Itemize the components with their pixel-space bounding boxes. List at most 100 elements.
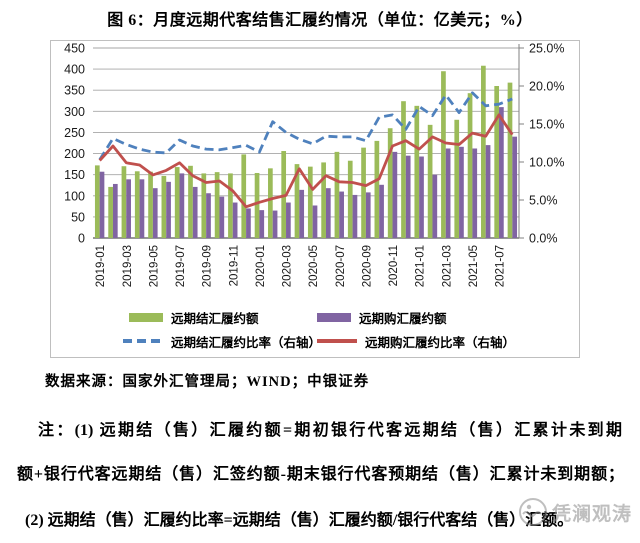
legend-row-lines: 远期结汇履约比率（右轴） 远期购汇履约比率（右轴） bbox=[51, 333, 579, 350]
settle-amount-bar bbox=[307, 166, 313, 238]
legend-item-purchase-amount: 远期购汇履约额 bbox=[317, 309, 447, 326]
legend-row-bars: 远期结汇履约额 远期购汇履约额 bbox=[51, 309, 579, 326]
x-axis-tick-label: 2020-07 bbox=[335, 245, 347, 287]
x-axis-tick-label: 2021-03 bbox=[441, 245, 453, 287]
settle-amount-bar bbox=[427, 124, 433, 238]
purchase-ratio-line bbox=[98, 113, 514, 209]
settle-ratio-dashed-line-swatch bbox=[123, 339, 163, 343]
purchase-amount-bar bbox=[99, 171, 105, 238]
combo-chart: 0 50 100 150 200 250 300 350 400 450 0.0% 5.0% 10.0%… bbox=[64, 42, 564, 288]
settle-amount-swatch bbox=[129, 312, 163, 322]
left-axis-tick-label: 200 bbox=[64, 147, 85, 161]
page-title: 图 6：月度远期代客结售汇履约情况（单位：亿美元；%） bbox=[107, 12, 533, 29]
right-axis-tick-label: 15.0% bbox=[529, 118, 564, 132]
x-axis-tick-label: 2020-03 bbox=[282, 245, 294, 287]
purchase-amount-bar bbox=[432, 174, 438, 238]
right-axis-tick-label: 20.0% bbox=[529, 80, 564, 94]
purchase-amount-bar bbox=[392, 151, 398, 238]
purchase-amount-bar bbox=[485, 145, 491, 238]
purchase-amount-bar bbox=[445, 148, 451, 238]
x-axis-tick-label: 2019-05 bbox=[148, 245, 160, 287]
purchase-amount-bar bbox=[179, 173, 185, 238]
legend-label: 远期购汇履约额 bbox=[359, 311, 447, 326]
left-axis-tick-label: 400 bbox=[64, 63, 85, 77]
right-axis-tick-label: 0.0% bbox=[529, 232, 558, 246]
purchase-amount-bar bbox=[166, 181, 171, 238]
purchase-amount-bar bbox=[139, 179, 145, 238]
purchase-amount-swatch bbox=[317, 312, 351, 322]
settle-amount-bar bbox=[387, 128, 393, 238]
settle-amount-bar bbox=[228, 173, 233, 238]
data-source-line: 数据来源：国家外汇管理局；WIND；中银证券 bbox=[45, 374, 370, 390]
left-axis-tick-label: 100 bbox=[64, 189, 85, 203]
legend-label: 远期结汇履约比率（右轴） bbox=[171, 335, 322, 350]
purchase-amount-bar bbox=[126, 179, 131, 238]
purchase-amount-bar bbox=[152, 188, 158, 238]
purchase-amount-bar bbox=[312, 205, 318, 238]
right-axis-tick-label: 5.0% bbox=[529, 194, 558, 208]
settle-amount-bar bbox=[174, 167, 180, 238]
settle-amount-bar bbox=[108, 186, 113, 238]
settle-amount-bar bbox=[241, 154, 247, 238]
settle-amount-bar bbox=[188, 165, 193, 238]
settle-amount-bar bbox=[361, 147, 366, 238]
purchase-amount-bar bbox=[339, 191, 344, 238]
settle-amount-bar bbox=[268, 168, 273, 238]
x-axis-tick-label: 2020-09 bbox=[361, 245, 373, 287]
settle-amount-bar bbox=[467, 93, 473, 238]
x-axis-tick-label: 2019-09 bbox=[202, 245, 214, 287]
chart-frame: 0 50 100 150 200 250 300 350 400 450 0.0% 5.0% 10.0%… bbox=[50, 40, 580, 358]
legend-label: 远期购汇履约比率（右轴） bbox=[365, 335, 516, 350]
purchase-amount-bar bbox=[246, 208, 251, 238]
legend-item-settle-ratio: 远期结汇履约比率（右轴） bbox=[123, 333, 322, 350]
note-line-2: 额+银行代客远期结（售）汇签约额-期末银行代客预期结（售）汇累计未到期额； bbox=[17, 466, 624, 483]
settle-amount-bar bbox=[321, 162, 326, 238]
settle-amount-bar bbox=[214, 172, 220, 238]
legend-label: 远期结汇履约额 bbox=[171, 311, 259, 326]
purchase-amount-bar bbox=[352, 194, 358, 238]
right-axis-tick-label: 10.0% bbox=[529, 156, 564, 170]
settle-amount-bar bbox=[454, 119, 460, 238]
settle-amount-bar bbox=[441, 71, 446, 238]
left-axis-tick-label: 250 bbox=[64, 126, 85, 140]
note-line-1: 注：(1) 远期结（售）汇履约额=期初银行代客远期结（售）汇累计未到期 bbox=[38, 422, 622, 439]
left-axis-tick-label: 350 bbox=[64, 84, 85, 98]
purchase-amount-bar bbox=[499, 107, 504, 238]
x-axis-tick-label: 2019-03 bbox=[122, 245, 134, 287]
settle-amount-bar bbox=[334, 151, 340, 238]
watermark-logo-icon bbox=[519, 498, 547, 526]
purchase-amount-bar bbox=[512, 136, 518, 238]
settle-amount-bar bbox=[494, 86, 500, 238]
settle-amount-bar bbox=[148, 171, 153, 238]
left-axis-tick-label: 450 bbox=[64, 42, 85, 56]
purchase-amount-bar bbox=[325, 188, 331, 238]
settle-amount-bar bbox=[121, 166, 127, 238]
x-axis-tick-label: 2021-01 bbox=[415, 245, 427, 287]
purchase-amount-bar bbox=[232, 202, 238, 238]
purchase-amount-bar bbox=[472, 148, 478, 238]
x-axis-tick-label: 2020-01 bbox=[255, 245, 267, 287]
settle-amount-bar bbox=[374, 140, 380, 238]
purchase-amount-bar bbox=[259, 210, 265, 238]
purchase-amount-bar bbox=[272, 210, 278, 238]
purchase-ratio-line-swatch bbox=[317, 339, 357, 343]
purchase-amount-bar bbox=[206, 193, 211, 238]
x-axis-tick-label: 2021-07 bbox=[495, 245, 507, 287]
settle-amount-bar bbox=[94, 165, 100, 238]
legend-item-purchase-ratio: 远期购汇履约比率（右轴） bbox=[317, 333, 516, 350]
settle-amount-bar bbox=[414, 105, 420, 238]
x-axis-tick-label: 2020-11 bbox=[388, 245, 400, 286]
settle-amount-bar bbox=[507, 82, 513, 238]
settle-amount-bar bbox=[347, 160, 353, 238]
x-axis-tick-label: 2019-11 bbox=[228, 245, 240, 286]
x-axis-tick-label: 2021-05 bbox=[468, 245, 480, 287]
watermark-text: 凭澜观涛 bbox=[552, 503, 633, 525]
settle-amount-bar bbox=[481, 65, 486, 238]
watermark: 凭澜观涛 bbox=[518, 497, 632, 527]
left-axis-tick-label: 300 bbox=[64, 105, 85, 119]
x-axis-tick-label: 2019-01 bbox=[95, 245, 107, 287]
legend-item-settle-amount: 远期结汇履约额 bbox=[129, 309, 259, 326]
left-axis-tick-label: 150 bbox=[64, 168, 85, 182]
left-axis-tick-label: 50 bbox=[71, 210, 85, 224]
